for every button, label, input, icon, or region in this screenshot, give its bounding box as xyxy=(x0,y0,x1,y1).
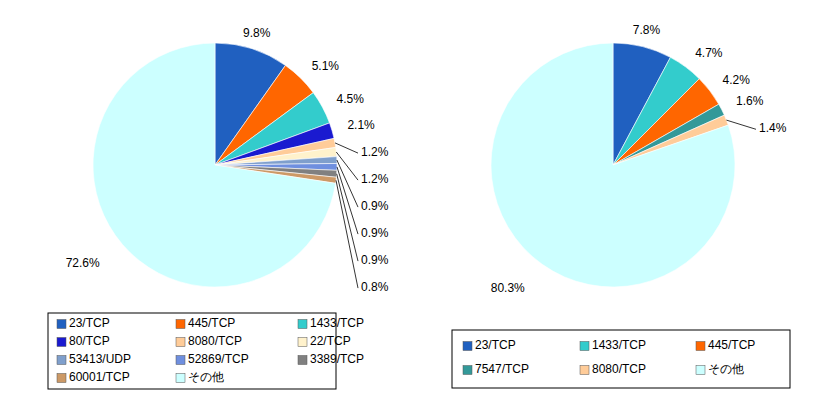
data-label: 9.8% xyxy=(243,26,271,40)
legend-swatch xyxy=(176,320,185,329)
pie-slice xyxy=(215,147,337,165)
data-label: 0.9% xyxy=(361,253,389,267)
legend: 23/TCP 445/TCP 1433/TCP 80/TCP 8080/TCP 22/TC… xyxy=(48,313,364,389)
legend-label: 445/TCP xyxy=(188,316,235,330)
legend-swatch xyxy=(696,366,705,375)
pie-chart xyxy=(93,43,337,287)
legend-swatch xyxy=(298,356,307,365)
legend-swatch xyxy=(57,356,66,365)
legend-label: 52869/TCP xyxy=(188,352,249,366)
leader-line xyxy=(337,174,358,261)
legend-label: その他 xyxy=(188,370,224,384)
data-label: 72.6% xyxy=(66,256,100,270)
pie-chart xyxy=(491,43,735,287)
data-label: 0.9% xyxy=(361,226,389,240)
legend-swatch xyxy=(580,366,589,375)
legend-label: 8080/TCP xyxy=(592,362,646,376)
legend-label: 23/TCP xyxy=(475,338,516,352)
legend-label: その他 xyxy=(708,362,744,376)
legend-frame xyxy=(48,313,336,389)
legend-label: 1433/TCP xyxy=(592,338,646,352)
data-labels: 7.8% 4.7%4.2% 1.6% 1.4% 80.3% xyxy=(491,23,787,295)
data-label: 4.5% xyxy=(337,92,365,106)
data-label: 80.3% xyxy=(491,281,525,295)
legend-swatch xyxy=(176,374,185,383)
legend-frame xyxy=(452,330,790,388)
legend-swatch xyxy=(298,338,307,347)
legend-label: 80/TCP xyxy=(69,334,110,348)
data-label: 4.2% xyxy=(723,73,751,87)
legend: 23/TCP 1433/TCP 445/TCP 7547/TCP 8080/TCP その他 xyxy=(452,330,790,388)
data-label: 1.2% xyxy=(361,172,389,186)
legend-swatch xyxy=(463,366,472,375)
legend-swatch xyxy=(57,338,66,347)
data-label: 5.1% xyxy=(312,59,340,73)
leader-line xyxy=(336,180,358,288)
data-label: 1.4% xyxy=(759,121,787,135)
legend-label: 60001/TCP xyxy=(69,370,130,384)
chart-canvas: 9.8% 5.1% 4.5% 2.1% 1.2% 1.2% 0.9% 0.9% 0.9% 0.8%… xyxy=(0,0,827,395)
data-label: 7.8% xyxy=(633,23,661,37)
legend-swatch xyxy=(580,342,589,351)
legend-label: 53413/UDP xyxy=(69,352,131,366)
pie-slice xyxy=(93,43,336,287)
data-labels: 9.8% 5.1% 4.5% 2.1% 1.2% 1.2% 0.9% 0.9% 0.9% 0.8%… xyxy=(66,26,389,295)
legend-swatch xyxy=(463,342,472,351)
legend-label: 3389/TCP xyxy=(310,352,364,366)
leader-line xyxy=(335,143,358,153)
legend-swatch xyxy=(57,374,66,383)
data-label: 1.6% xyxy=(736,94,764,108)
legend-label: 22/TCP xyxy=(310,334,351,348)
data-label: 4.7% xyxy=(695,46,723,60)
legend-swatch xyxy=(696,342,705,351)
pie-slice xyxy=(491,43,735,287)
legend-label: 8080/TCP xyxy=(188,334,242,348)
legend-swatch xyxy=(298,320,307,329)
leader-line xyxy=(726,120,756,129)
data-label: 0.9% xyxy=(361,199,389,213)
legend-label: 445/TCP xyxy=(708,338,755,352)
legend-swatch xyxy=(176,338,185,347)
data-label: 1.2% xyxy=(361,145,389,159)
legend-swatch xyxy=(176,356,185,365)
data-label: 2.1% xyxy=(347,118,375,132)
legend-swatch xyxy=(57,320,66,329)
legend-label: 1433/TCP xyxy=(310,316,364,330)
legend-label: 7547/TCP xyxy=(475,362,529,376)
legend-label: 23/TCP xyxy=(69,316,110,330)
data-label: 0.8% xyxy=(361,280,389,294)
